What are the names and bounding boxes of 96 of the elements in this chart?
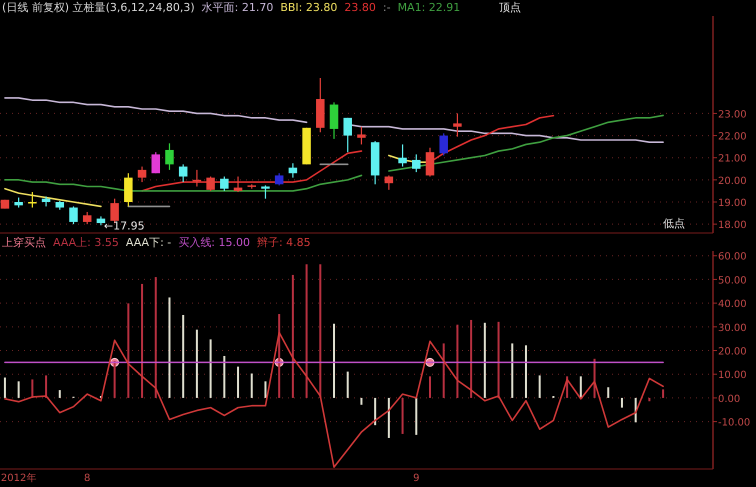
bar [182, 314, 184, 398]
text: 上穿买点 [2, 236, 46, 249]
candlestick [69, 206, 78, 225]
text: 水平面: 21.70 [202, 1, 274, 14]
candlestick [412, 154, 421, 173]
bar [388, 398, 390, 438]
bar [196, 330, 198, 398]
candlestick [138, 166, 146, 183]
bar [264, 381, 266, 398]
bar [415, 398, 418, 435]
bar [580, 376, 582, 398]
y-tick-label: 22.00 [718, 132, 747, 143]
text: 买入线: 15.00 [178, 236, 250, 249]
bar [154, 277, 157, 398]
candlestick [288, 162, 298, 178]
y-tick-label: 0.00 [718, 394, 740, 405]
candlestick [28, 191, 37, 208]
candlestick [274, 172, 284, 186]
candlestick [384, 174, 394, 190]
text: 辫子: 4.85 [256, 236, 311, 249]
candlestick [398, 144, 407, 168]
text: AAA下: - [126, 236, 172, 249]
bar [58, 390, 61, 398]
candlestick [261, 184, 270, 200]
bar [18, 381, 20, 398]
bar [292, 274, 294, 398]
candlestick [220, 176, 229, 192]
bar [168, 297, 170, 398]
bar [114, 360, 116, 398]
y-tick-label: 30.00 [718, 322, 747, 334]
candlestick [192, 169, 202, 188]
y-tick-label: -10.00 [718, 418, 750, 429]
bar [607, 387, 610, 398]
y-tick-label: 23.00 [718, 109, 747, 120]
text: :- [382, 1, 391, 14]
bar [498, 322, 500, 398]
bar [306, 264, 308, 398]
bar [428, 376, 431, 398]
y-tick-label: 19.00 [718, 198, 747, 209]
bar [442, 343, 445, 398]
bar [237, 366, 240, 398]
x-tick-label: 9 [413, 473, 420, 484]
line-series [4, 332, 664, 468]
bar [333, 324, 336, 398]
bar [524, 345, 527, 398]
y-tick-label: 40.00 [718, 299, 747, 310]
bar [223, 356, 226, 398]
candlestick [42, 196, 50, 208]
bar [45, 375, 48, 398]
bar [511, 343, 514, 398]
candlestick [426, 147, 434, 178]
bar [250, 374, 253, 398]
bar [31, 379, 34, 398]
bar [456, 324, 458, 398]
bar [141, 284, 144, 398]
text: 顶点 [499, 1, 522, 14]
candlestick [234, 176, 242, 193]
candlestick [165, 142, 174, 170]
candlestick [453, 112, 462, 138]
candlestick [152, 152, 160, 174]
candlestick [439, 132, 448, 156]
text: 23.80 [344, 1, 376, 14]
chart-title: (日线 前复权) 立桩量(3,6,12,24,80,3) [2, 1, 195, 14]
bar [210, 339, 212, 398]
y-tick-label: 21.00 [718, 154, 747, 165]
bar [360, 398, 362, 405]
y-tick-label: 20.00 [718, 346, 747, 358]
candlestick [82, 211, 92, 225]
bar [374, 398, 376, 426]
bar [127, 303, 130, 398]
y-tick-label: 50.00 [718, 275, 747, 286]
candlestick [14, 196, 23, 208]
bar [538, 375, 541, 398]
text: AAA上: 3.55 [53, 236, 119, 249]
bar [319, 264, 322, 398]
bar [402, 398, 404, 434]
text: MA1: 22.91 [398, 1, 460, 14]
y-tick-label: 20.00 [718, 176, 747, 187]
candlestick [206, 176, 215, 192]
y-tick-label: 60.00 [718, 252, 747, 263]
candlestick [343, 117, 352, 153]
text: BBI: 23.80 [280, 1, 338, 14]
annotation: 低点 [663, 217, 686, 230]
x-tick-label: 8 [84, 473, 90, 484]
candlestick [178, 164, 188, 183]
y-tick-label: 10.00 [718, 370, 747, 382]
bar [662, 389, 664, 398]
bar [620, 398, 623, 408]
annotation: ←17.95 [104, 219, 145, 232]
candlestick [357, 126, 366, 146]
bar [278, 314, 280, 398]
bar [346, 372, 349, 398]
bar [470, 320, 472, 398]
y-tick-label: 18.00 [718, 220, 747, 232]
x-tick-label: 2012年 [0, 472, 36, 484]
bar [484, 322, 486, 398]
